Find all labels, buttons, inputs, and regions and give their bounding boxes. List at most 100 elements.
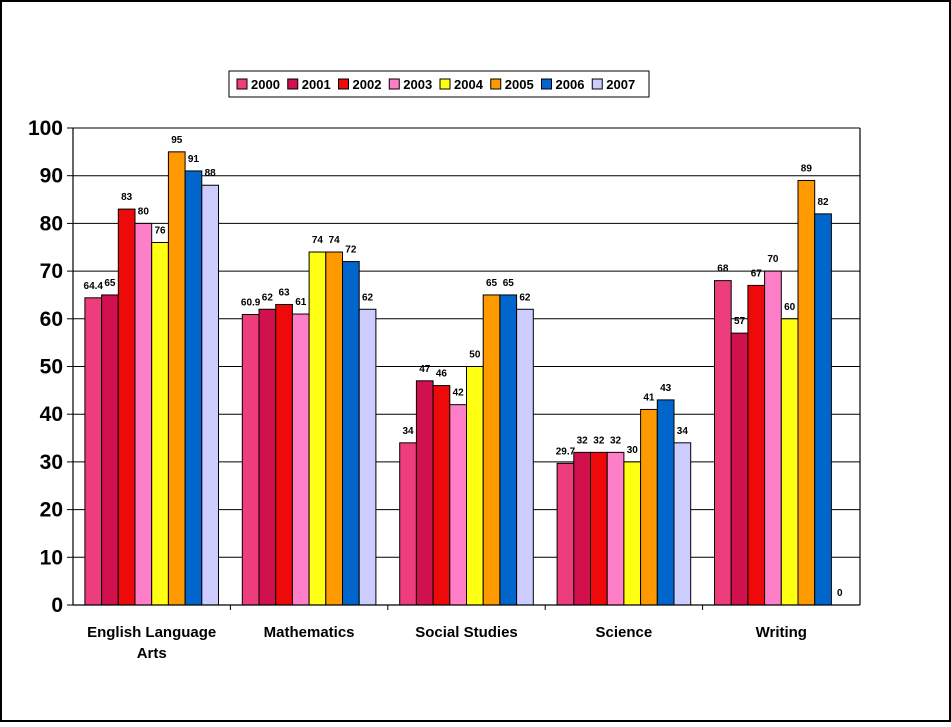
data-label: 65 <box>503 278 515 289</box>
data-label: 67 <box>751 268 763 279</box>
bar <box>399 442 417 606</box>
bar <box>606 451 625 606</box>
legend-swatch <box>541 78 552 90</box>
legend-label: 2007 <box>606 77 635 92</box>
data-label: 72 <box>345 245 357 256</box>
bar <box>814 213 832 606</box>
data-label: 32 <box>593 435 605 446</box>
bar <box>151 241 169 606</box>
x-tick-label: Science <box>596 624 653 641</box>
y-tick-label: 70 <box>40 260 63 283</box>
x-tick-label: Writing <box>756 624 807 641</box>
bar <box>84 297 103 606</box>
data-label: 50 <box>469 350 481 361</box>
data-label: 0 <box>837 588 843 599</box>
y-tick-label: 0 <box>51 594 63 617</box>
bar <box>747 284 766 606</box>
data-label: 70 <box>767 254 779 265</box>
bar <box>415 380 434 606</box>
data-label: 47 <box>419 364 431 375</box>
y-tick-label: 60 <box>40 308 63 331</box>
data-label: 62 <box>519 292 531 303</box>
bars <box>84 151 832 606</box>
bar <box>167 151 186 606</box>
x-tick-label: Social Studies <box>415 624 518 641</box>
data-label: 61 <box>295 297 307 308</box>
bar <box>241 314 260 606</box>
bar <box>780 318 799 606</box>
data-label: 80 <box>138 206 150 217</box>
data-label: 95 <box>171 135 183 146</box>
legend-label: 2003 <box>403 77 432 92</box>
bar <box>117 208 136 606</box>
legend-swatch <box>236 78 248 90</box>
data-label: 65 <box>486 278 498 289</box>
bar <box>291 313 310 606</box>
data-label: 63 <box>278 287 290 298</box>
data-label: 34 <box>402 426 414 437</box>
bar <box>730 332 749 606</box>
data-label: 91 <box>188 154 200 165</box>
x-tick-label: Mathematics <box>264 624 355 641</box>
bar <box>656 399 675 606</box>
data-label: 74 <box>312 235 324 246</box>
data-label: 60.9 <box>241 298 261 309</box>
data-label: 74 <box>329 235 341 246</box>
data-label: 65 <box>104 278 116 289</box>
y-tick-label: 50 <box>40 356 63 379</box>
data-label: 41 <box>643 392 655 403</box>
legend-swatch <box>591 78 603 90</box>
data-label: 68 <box>717 264 729 275</box>
legend-box <box>228 70 650 98</box>
data-label: 30 <box>627 445 639 456</box>
x-tick-label: English Language Arts <box>87 624 216 662</box>
bar <box>201 184 220 606</box>
legend: 2000 2001 2002 2003 2004 2005 2006 2007 <box>228 70 650 98</box>
bar <box>797 179 816 606</box>
bar <box>556 462 575 606</box>
data-label: 42 <box>453 388 465 399</box>
data-label: 34 <box>677 426 689 437</box>
bar <box>764 270 782 606</box>
bar <box>714 280 732 606</box>
legend-label: 2000 <box>251 77 280 92</box>
legend-label: 2001 <box>302 77 331 92</box>
bar <box>482 294 501 606</box>
data-label: 82 <box>817 197 829 208</box>
bar <box>432 385 451 606</box>
bar <box>640 408 658 606</box>
legend-swatch <box>439 78 451 90</box>
bar <box>258 308 277 606</box>
bar <box>573 451 591 606</box>
y-tick-label: 10 <box>40 546 63 569</box>
bar <box>134 222 153 606</box>
data-label: 29.7 <box>556 446 576 457</box>
y-tick-label: 30 <box>40 451 63 474</box>
y-tick-label: 20 <box>40 499 63 522</box>
y-axis: 0 10 20 30 40 50 60 70 80 90 100 <box>28 117 861 617</box>
bar <box>449 404 467 606</box>
x-axis: English Language Arts Mathematics Social St… <box>73 604 860 662</box>
data-label: 64.4 <box>84 281 104 292</box>
y-tick-label: 100 <box>28 117 63 140</box>
bar <box>325 251 343 606</box>
legend-swatch <box>388 78 400 90</box>
bar <box>516 308 534 606</box>
data-label: 62 <box>362 292 374 303</box>
data-label: 43 <box>660 383 672 394</box>
data-label: 60 <box>784 302 796 313</box>
data-label: 89 <box>801 163 813 174</box>
bar <box>342 261 360 606</box>
legend-swatch <box>490 78 502 90</box>
bar <box>673 442 692 606</box>
legend-label: 2006 <box>556 77 585 92</box>
bar <box>275 303 293 606</box>
bar <box>101 294 119 606</box>
y-tick-label: 90 <box>40 165 63 188</box>
legend-label: 2005 <box>505 77 534 92</box>
data-label: 32 <box>577 435 589 446</box>
legend-swatch <box>338 78 349 90</box>
data-label: 46 <box>436 369 448 380</box>
